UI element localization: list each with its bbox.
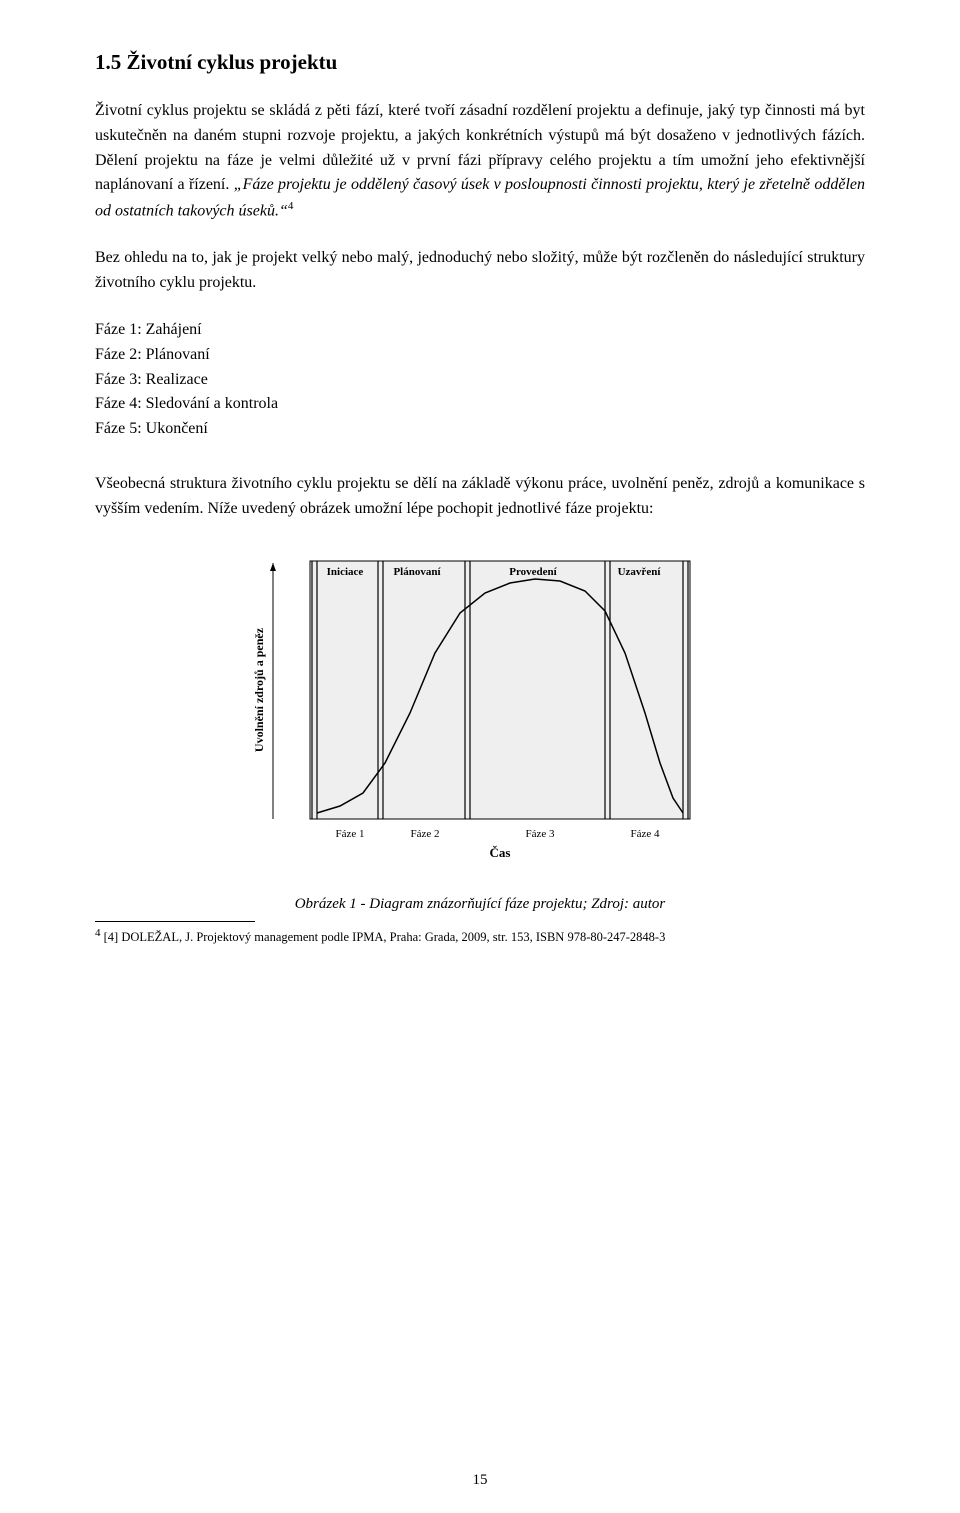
footnote-rule xyxy=(95,921,255,922)
para1-quote-close: “ xyxy=(279,203,288,220)
svg-text:Čas: Čas xyxy=(490,845,511,860)
svg-text:Fáze 4: Fáze 4 xyxy=(630,828,660,840)
page-number: 15 xyxy=(0,1472,960,1489)
paragraph-2: Bez ohledu na to, jak je projekt velký n… xyxy=(95,246,865,296)
svg-text:Iniciace: Iniciace xyxy=(327,566,364,578)
lifecycle-diagram: Iniciace Plánovaní Provedení Uzavření Uvolně… xyxy=(245,543,715,873)
section-heading: 1.5 Životní cyklus projektu xyxy=(95,50,865,75)
svg-text:Uvolnění zdrojů a peněz: Uvolnění zdrojů a peněz xyxy=(252,628,266,753)
phase-item: Fáze 5: Ukončení xyxy=(95,417,865,442)
paragraph-3: Všeobecná struktura životního cyklu proj… xyxy=(95,472,865,522)
svg-text:Plánovaní: Plánovaní xyxy=(393,566,441,578)
svg-text:Uzavření: Uzavření xyxy=(618,566,662,578)
footnote-ref-4: 4 xyxy=(288,200,294,212)
phase-item: Fáze 4: Sledování a kontrola xyxy=(95,392,865,417)
phase-item: Fáze 2: Plánovaní xyxy=(95,343,865,368)
svg-text:Fáze 2: Fáze 2 xyxy=(410,828,439,840)
footnote-text: [4] DOLEŽAL, J. Projektový management po… xyxy=(101,931,666,945)
svg-text:Fáze 1: Fáze 1 xyxy=(335,828,364,840)
paragraph-1: Životní cyklus projektu se skládá z pěti… xyxy=(95,99,865,224)
phase-item: Fáze 1: Zahájení xyxy=(95,318,865,343)
phase-item: Fáze 3: Realizace xyxy=(95,368,865,393)
figure-caption: Obrázek 1 - Diagram znázorňující fáze pr… xyxy=(95,896,865,913)
footnote-4: 4 [4] DOLEŽAL, J. Projektový management … xyxy=(95,926,865,945)
phase-list: Fáze 1: Zahájení Fáze 2: Plánovaní Fáze … xyxy=(95,318,865,442)
svg-text:Provedení: Provedení xyxy=(509,566,557,578)
svg-text:Fáze 3: Fáze 3 xyxy=(525,828,555,840)
